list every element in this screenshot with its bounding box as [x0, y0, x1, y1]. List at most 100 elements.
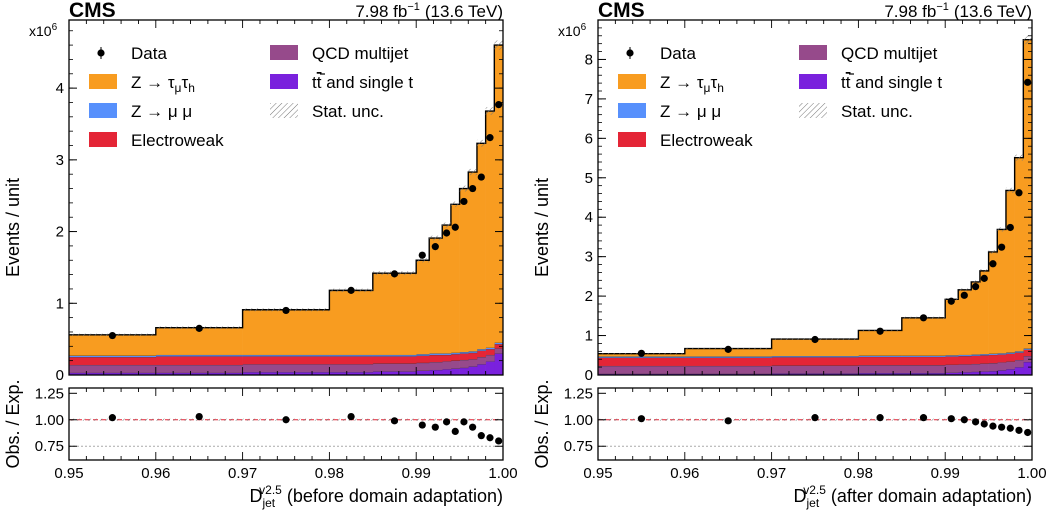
bar-ztautau [242, 309, 330, 355]
bar-ttbar [1014, 367, 1024, 375]
bar-zmumu [1023, 348, 1033, 350]
experiment-label: CMS [69, 0, 116, 22]
legend-qcd-swatch [799, 45, 827, 60]
bar-qcd [945, 364, 959, 373]
stat-unc-box [442, 222, 451, 228]
data-point [469, 184, 477, 193]
ratio-point [637, 415, 646, 423]
y-axis: 0 1 2 3 4 5 6 7 8 [585, 19, 1032, 384]
bar-zmumu [329, 354, 374, 357]
bar-electroweak [485, 349, 495, 355]
ratio-point [418, 421, 426, 429]
ratio-y-tick-label: 0.75 [564, 438, 593, 455]
legend-qcd-label: QCD multijet [312, 44, 409, 63]
ratio-stat-unc-box [476, 418, 486, 421]
y-exponent: x106 [29, 22, 58, 39]
data-point [919, 314, 928, 322]
bar-zmumu [459, 352, 469, 354]
bar-electroweak [971, 355, 981, 364]
legend-statunc-label: Stat. unc. [841, 102, 913, 121]
x-tick-label: 0.99 [931, 465, 960, 482]
bar-zmumu [450, 352, 460, 355]
ratio-y-axis-title: Obs. / Exp. [3, 379, 23, 468]
data-point [637, 349, 646, 357]
x-tick-label: 0.97 [228, 465, 257, 482]
bar-zmumu [69, 355, 157, 358]
ratio-y-tick-label: 1.00 [564, 412, 593, 429]
bar-zmumu [476, 349, 486, 351]
bar-ttbar [988, 371, 998, 375]
data-point [811, 335, 819, 344]
main-frame [68, 19, 504, 376]
data-point [431, 243, 439, 251]
data-point [451, 223, 459, 231]
x-axis-title: Djetv2.5 (before domain adaptation) [249, 483, 503, 510]
bar-qcd [416, 362, 430, 371]
bar-ttbar [155, 372, 243, 375]
legend-data-label: Data [131, 44, 167, 63]
stat-unc-box [494, 40, 503, 50]
data-point [347, 286, 355, 294]
legend-data-marker [626, 49, 634, 57]
ratio-y-tick-label: 0.75 [35, 438, 64, 455]
ratio-point [460, 418, 468, 426]
ratio-point [195, 412, 203, 421]
bar-ttbar [901, 373, 946, 375]
stat-unc-box [468, 168, 477, 176]
y-tick-label: 1 [56, 295, 64, 312]
bar-zmumu [494, 342, 504, 345]
ratio-panel: 0.75 1.00 1.25 Obs. / Exp. [532, 379, 1033, 469]
bar-electroweak [372, 356, 417, 364]
y-tick-label: 2 [56, 224, 64, 241]
y-tick-label: 0 [585, 367, 593, 384]
bar-ztautau [416, 260, 430, 355]
stat-unc-box [988, 250, 998, 254]
stat-unc-box [1023, 35, 1032, 45]
bar-qcd [329, 364, 374, 373]
ratio-point [1024, 428, 1032, 437]
experiment-label: CMS [598, 0, 645, 22]
bar-electroweak [459, 353, 469, 360]
bar-electroweak [442, 354, 452, 362]
bar-zmumu [958, 354, 972, 357]
bar-ttbar [485, 361, 495, 375]
bar-qcd [1005, 361, 1015, 370]
stat-unc-box [459, 185, 469, 192]
legend-data-marker [97, 49, 105, 57]
ratio-point [980, 420, 988, 428]
data-point [477, 173, 485, 181]
ratio-point [1006, 424, 1014, 432]
y-tick-label: 2 [585, 288, 593, 305]
data-point [1015, 189, 1023, 197]
y-tick-label: 0 [56, 367, 64, 384]
ratio-y-tick-label: 1.25 [35, 385, 64, 402]
y-tick-label: 8 [585, 51, 593, 68]
y-axis: 0 1 2 3 4 [56, 30, 503, 384]
stat-unc-box [429, 235, 443, 241]
bar-electroweak [988, 354, 998, 364]
bar-ztautau [1014, 157, 1024, 352]
y-tick-label: 4 [585, 209, 593, 226]
bar-electroweak [945, 356, 959, 365]
ratio-frame [68, 387, 504, 461]
legend-qcd-swatch [270, 45, 298, 60]
lumi-label: 7.98 fb−1 (13.6 TeV) [355, 1, 503, 21]
bar-ttbar [971, 371, 981, 375]
bar-ztautau [988, 251, 998, 354]
data-point [1024, 78, 1032, 86]
bar-qcd [459, 359, 469, 368]
bar-ttbar [329, 372, 374, 375]
bar-ztautau [971, 281, 981, 355]
stack-ztautau [69, 44, 504, 356]
data-point [876, 327, 884, 335]
data-point [195, 324, 203, 332]
bar-ttbar [858, 373, 903, 375]
bar-electroweak [155, 356, 243, 365]
ratio-stat-unc-box [1014, 418, 1024, 421]
ratio-stat-unc-box [468, 418, 477, 421]
legend-ttbar-label: tt and single t [312, 73, 413, 92]
ratio-stat-unc-box [1005, 418, 1015, 421]
bar-zmumu [598, 356, 686, 358]
